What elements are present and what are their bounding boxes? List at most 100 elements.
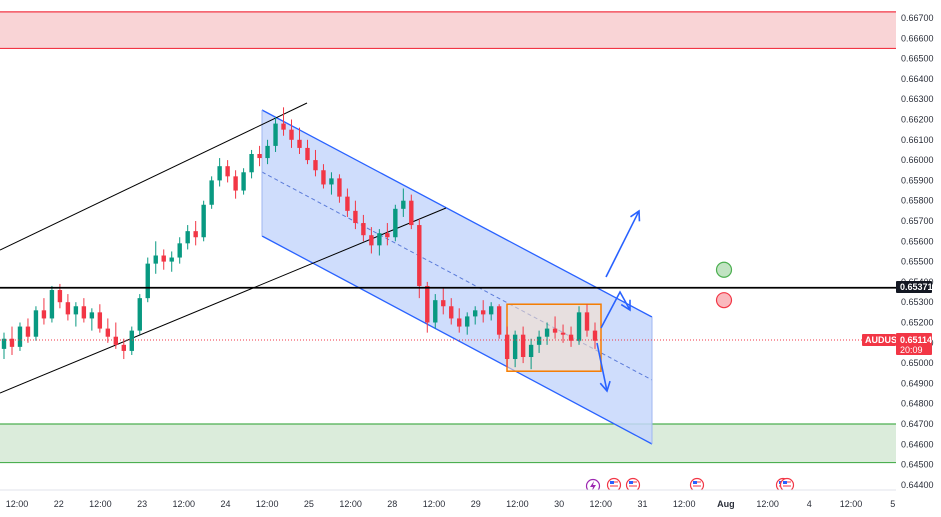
red-circle-marker bbox=[715, 292, 733, 309]
candle bbox=[153, 241, 158, 274]
lightning-event-icon[interactable] bbox=[585, 478, 601, 494]
time-tick-label: 28 bbox=[387, 499, 397, 509]
projection-arrows bbox=[596, 209, 641, 393]
rally-arrow-head bbox=[630, 209, 641, 222]
time-tick-label: 5 bbox=[890, 499, 895, 509]
candle bbox=[576, 306, 582, 345]
candle bbox=[297, 127, 302, 155]
candle bbox=[185, 225, 190, 250]
candle bbox=[265, 139, 270, 165]
time-tick-label: 12:00 bbox=[173, 499, 196, 509]
candle bbox=[409, 194, 414, 230]
candle bbox=[105, 318, 111, 343]
time-tick-label: 12:00 bbox=[840, 499, 863, 509]
candle bbox=[273, 117, 278, 152]
time-tick-label: Aug bbox=[717, 499, 735, 509]
candle bbox=[257, 145, 262, 167]
price-tick-label: 0.65800 bbox=[901, 196, 934, 206]
candle bbox=[552, 316, 558, 339]
time-tick-label: 12:00 bbox=[756, 499, 779, 509]
candle bbox=[393, 204, 398, 242]
price-tick-label: 0.64900 bbox=[901, 378, 934, 388]
time-tick-label: 12:00 bbox=[423, 499, 446, 509]
candle bbox=[488, 302, 494, 321]
descending-channel bbox=[261, 109, 653, 445]
candle bbox=[121, 338, 126, 360]
markers-layer bbox=[715, 261, 733, 309]
price-tick-label: 0.65600 bbox=[901, 236, 934, 246]
ascending-channel-upper bbox=[0, 102, 308, 251]
candle bbox=[496, 304, 502, 339]
support-zone bbox=[0, 424, 896, 463]
price-axis[interactable]: 0.66700 0.66600 0.66500 0.66400 0.66300 0.662… bbox=[896, 0, 941, 490]
green-circle-marker bbox=[715, 261, 733, 278]
time-tick-label: 22 bbox=[54, 499, 64, 509]
candle bbox=[401, 188, 406, 217]
breakout-arrow-path bbox=[600, 290, 631, 329]
candle bbox=[504, 326, 510, 368]
candle bbox=[520, 326, 526, 364]
candle bbox=[129, 326, 134, 355]
candle bbox=[169, 251, 174, 272]
candle bbox=[113, 322, 119, 349]
price-tick-label: 0.65200 bbox=[901, 318, 934, 328]
resistance-zone bbox=[0, 11, 896, 49]
economic-events bbox=[585, 477, 795, 494]
candle bbox=[417, 218, 422, 299]
price-tick-label: 0.64700 bbox=[901, 419, 934, 429]
time-tick-label: 12:00 bbox=[89, 499, 112, 509]
candle bbox=[457, 308, 462, 333]
candle bbox=[89, 308, 95, 331]
candle bbox=[65, 294, 71, 321]
price-tick-label: 0.66100 bbox=[901, 135, 934, 145]
price-tick-label: 0.64500 bbox=[901, 460, 934, 470]
time-tick-label: 12:00 bbox=[339, 499, 362, 509]
candle bbox=[241, 168, 246, 195]
hline-price-label: 0.65371 bbox=[900, 282, 933, 292]
candle bbox=[81, 298, 87, 323]
candle bbox=[249, 149, 254, 179]
candle bbox=[369, 227, 374, 254]
candle bbox=[73, 302, 79, 327]
time-axis[interactable]: 12:00 22 12:00 23 12:00 24 12:00 25 12:00 28 12:00… bbox=[0, 489, 941, 517]
candle bbox=[584, 304, 590, 337]
candle bbox=[441, 287, 446, 315]
time-tick-label: 12:00 bbox=[673, 499, 696, 509]
current-price-tag: AUDUSD 0.65114 20:09 bbox=[862, 333, 932, 355]
us-flag-event-icon[interactable] bbox=[689, 477, 705, 493]
price-tags: 0.65371 AUDUSD 0.65114 20:09 bbox=[862, 281, 933, 355]
candle bbox=[465, 312, 470, 335]
candle bbox=[544, 322, 550, 345]
candle bbox=[97, 304, 103, 333]
candle bbox=[337, 174, 342, 203]
drop-arrow-head bbox=[599, 380, 611, 393]
price-tick-label: 0.66600 bbox=[901, 33, 934, 43]
price-axis-background bbox=[896, 0, 941, 490]
drop-arrow-path bbox=[596, 342, 608, 392]
price-tick-label: 0.64400 bbox=[901, 480, 934, 490]
candle bbox=[49, 285, 55, 323]
time-tick-label: 23 bbox=[137, 499, 147, 509]
price-tick-label: 0.65300 bbox=[901, 297, 934, 307]
candle bbox=[225, 160, 230, 183]
candle bbox=[433, 294, 438, 329]
candles-layer bbox=[0, 107, 896, 370]
candle bbox=[473, 306, 478, 325]
candle bbox=[289, 119, 294, 148]
candle bbox=[137, 294, 142, 335]
current-price-label: 0.65114 bbox=[900, 335, 932, 345]
time-tick-label: 29 bbox=[471, 499, 481, 509]
candle bbox=[568, 326, 574, 347]
price-tick-label: 0.66300 bbox=[901, 94, 934, 104]
candle bbox=[161, 249, 166, 270]
candle bbox=[353, 200, 358, 230]
price-tick-label: 0.66700 bbox=[901, 13, 934, 23]
rally-arrow-path bbox=[605, 210, 640, 278]
candle bbox=[528, 338, 534, 370]
time-tick-label: 12:00 bbox=[6, 499, 29, 509]
descending-channel-fill bbox=[262, 110, 652, 444]
candle bbox=[25, 318, 31, 343]
descending-channel-upper bbox=[261, 109, 653, 318]
symbol-label: AUDUSD bbox=[865, 335, 904, 345]
